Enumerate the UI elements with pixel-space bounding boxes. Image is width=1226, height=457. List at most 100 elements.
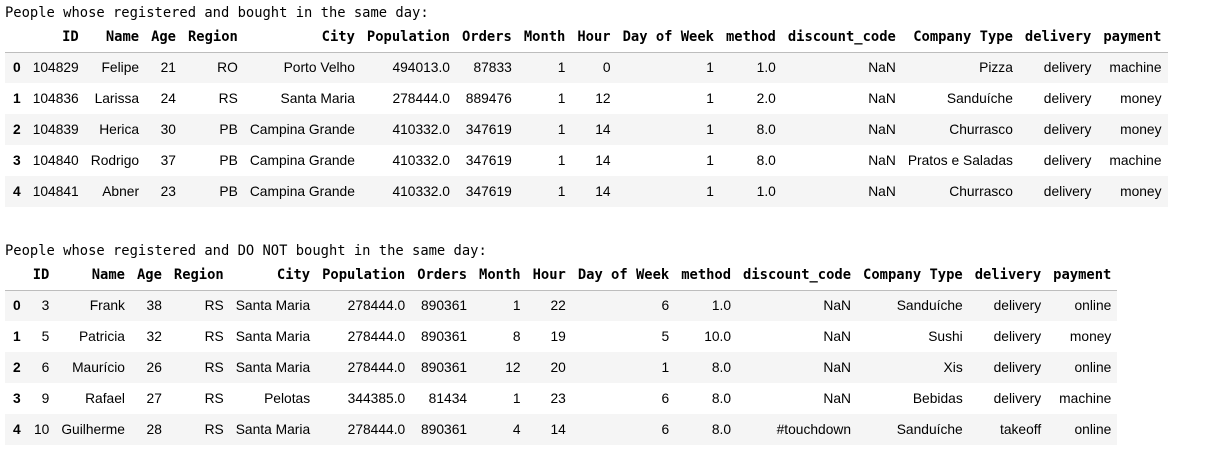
row-index: 4 (13, 422, 21, 437)
table-cell: 344385.0 (347, 391, 406, 406)
column-header: Region (181, 22, 244, 53)
table-cell: 347619 (465, 153, 512, 168)
table-cell: 19 (550, 329, 566, 344)
table-cell: 1 (661, 360, 670, 375)
table-cell: 6 (41, 360, 50, 375)
table-cell: 23 (160, 184, 176, 199)
column-header: method (675, 260, 738, 291)
table-cell: 9 (41, 391, 50, 406)
table-cell: 1 (557, 153, 566, 168)
table-cell: online (1074, 298, 1112, 314)
table-body: 0 3 Frank 38 RS Santa Maria 278444.0 890361 1 22 6… (5, 290, 1118, 445)
table-cell: 23 (550, 391, 566, 406)
table-cell: 4 (512, 422, 521, 437)
table-cell: Bebidas (912, 391, 963, 406)
column-header: discount_code (737, 260, 858, 291)
table-cell: 14 (595, 184, 611, 199)
table-cell: NaN (868, 153, 896, 168)
column-header: Hour (526, 260, 572, 291)
table-cell: online (1074, 360, 1112, 375)
index-header (5, 22, 27, 53)
table-cell: 104841 (32, 184, 79, 199)
table-cell: 6 (661, 391, 670, 406)
table-cell: 278444.0 (347, 329, 406, 344)
table-row: 0 3 Frank 38 RS Santa Maria 278444.0 890361 1 22 6… (5, 290, 1118, 321)
table-cell: Churrasco (949, 184, 1013, 199)
table-cell: 1 (706, 60, 714, 76)
table-cell: machine (1109, 60, 1162, 76)
table-cell: 8.0 (711, 360, 732, 375)
row-index: 1 (13, 329, 21, 344)
table-cell: 8 (512, 329, 521, 344)
table-cell: Santa Maria (235, 360, 311, 375)
table-cell: delivery (993, 329, 1042, 344)
column-header: Orders (411, 260, 474, 291)
table-cell: 347619 (465, 184, 512, 199)
table-cell: 1 (512, 298, 521, 314)
table-cell: Guilherme (61, 422, 125, 437)
table-header: ID Name Age Region City Population Orders Month… (5, 22, 1168, 53)
table-cell: #touchdown (776, 422, 852, 437)
table-cell: 1 (706, 184, 714, 199)
column-header: delivery (968, 260, 1048, 291)
column-header: Month (473, 260, 527, 291)
column-header: delivery (1018, 22, 1098, 53)
table-cell: 890361 (421, 298, 468, 314)
table-cell: 1.0 (756, 60, 776, 76)
table-cell: 10 (33, 422, 50, 437)
table-cell: 12 (505, 360, 521, 375)
table-cell: 410332.0 (392, 153, 450, 168)
table-cell: NaN (823, 391, 852, 406)
table-cell: Xis (943, 360, 963, 375)
row-index: 3 (13, 391, 21, 406)
table-cell: 890361 (421, 422, 468, 437)
table-cell: 104839 (32, 122, 79, 137)
table-row: 0 104829 Felipe 21 RO Porto Velho 494013.0 8783… (5, 52, 1168, 83)
row-index: 0 (13, 298, 21, 314)
table-cell: 278444.0 (347, 360, 406, 375)
table-cell: 38 (146, 298, 162, 314)
table-cell: Patricia (78, 329, 125, 344)
table-cell: 21 (160, 60, 176, 76)
table-cell: 24 (160, 91, 176, 106)
table-cell: 889476 (465, 91, 512, 106)
table-cell: delivery (1043, 184, 1092, 199)
table-cell: 1 (512, 391, 521, 406)
column-header: City (243, 22, 361, 53)
table-cell: NaN (868, 91, 896, 106)
column-header: Age (145, 22, 182, 53)
table-cell: Felipe (101, 60, 140, 76)
table-row: 3 104840 Rodrigo 37 PB Campina Grande 410332.0… (5, 145, 1168, 176)
table-cell: 6 (661, 298, 670, 314)
table-cell: Churrasco (949, 122, 1013, 137)
table-cell: 104840 (32, 153, 79, 168)
dataframe-registered-not-bought-same-day: ID Name Age Region City Population Orders Month… (5, 260, 1118, 445)
row-index: 3 (13, 153, 21, 168)
table-cell: 104829 (32, 60, 79, 76)
table-cell: delivery (993, 360, 1042, 375)
table-row: 1 5 Patricia 32 RS Santa Maria 278444.0 890361 8… (5, 321, 1118, 352)
table-header: ID Name Age Region City Population Orders Month… (5, 260, 1118, 291)
table-cell: Santa Maria (235, 298, 311, 314)
header-row: ID Name Age Region City Population Orders Month… (5, 22, 1168, 53)
table-cell: 6 (661, 422, 670, 437)
column-header: Name (84, 22, 146, 53)
table-cell: Abner (102, 184, 140, 199)
table-body: 0 104829 Felipe 21 RO Porto Velho 494013.0 8783… (5, 52, 1168, 207)
row-index: 2 (13, 122, 21, 137)
table-2-caption: People whose registered and DO NOT bough… (5, 243, 487, 259)
table-cell: 30 (160, 122, 176, 137)
table-cell: RO (217, 60, 238, 76)
table-cell: 10.0 (704, 329, 732, 344)
column-header: ID (26, 260, 56, 291)
table-cell: 1 (557, 60, 566, 76)
table-cell: 890361 (421, 360, 468, 375)
table-row: 1 104836 Larissa 24 RS Santa Maria 278444.0 889… (5, 83, 1168, 114)
table-cell: Sanduíche (896, 298, 963, 314)
table-cell: Santa Maria (280, 91, 355, 106)
index-header (5, 260, 27, 291)
table-cell: 494013.0 (392, 60, 450, 76)
table-cell: 26 (146, 360, 162, 375)
column-header: Population (316, 260, 412, 291)
table-cell: 14 (550, 422, 566, 437)
